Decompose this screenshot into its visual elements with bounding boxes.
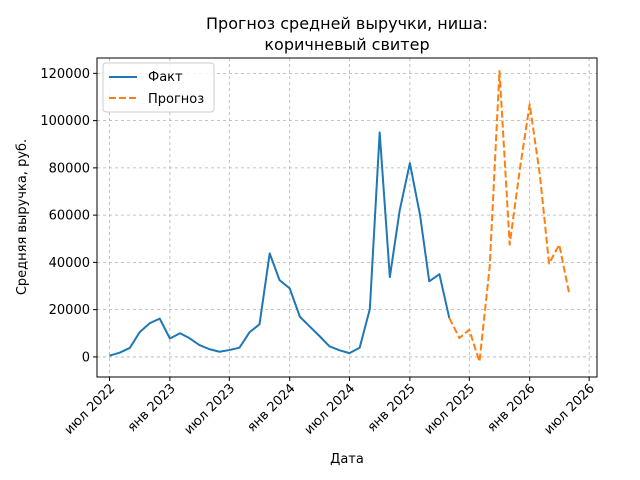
series-line-forecast (448, 70, 571, 363)
y-tick-label: 0 (82, 350, 90, 365)
y-tick-label: 20000 (49, 303, 90, 318)
y-tick-label: 120000 (40, 67, 90, 82)
y-tick-label: 40000 (49, 256, 90, 271)
legend-label-forecast: Прогноз (148, 92, 204, 107)
axes-frame (96, 57, 598, 378)
y-tick-label: 80000 (49, 161, 90, 176)
y-tick-label: 100000 (40, 114, 90, 129)
legend-box (102, 62, 215, 113)
x-axis-label: Дата (330, 452, 364, 467)
legend-label-fact: Факт (148, 70, 183, 85)
y-axis-label: Средняя выручка, руб. (15, 139, 30, 295)
series-layer (109, 70, 571, 363)
y-axis-ticks: 0 20000 40000 60000 80000 100000 120000 (40, 67, 97, 365)
chart-title-line-1: Прогноз средней выручки, ниша: (206, 14, 488, 33)
series-line-fact (109, 131, 451, 357)
chart-title-line-2: коричневый свитер (264, 35, 429, 54)
y-tick-label: 60000 (49, 209, 90, 224)
legend: Факт Прогноз (102, 62, 215, 113)
